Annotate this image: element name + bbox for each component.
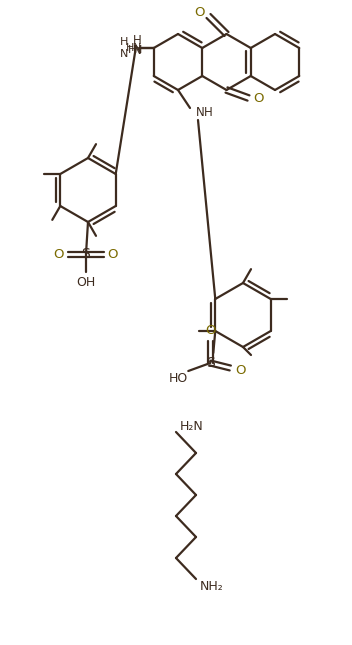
Text: H₂N: H₂N xyxy=(180,419,204,433)
Text: N: N xyxy=(132,43,141,57)
Text: H: H xyxy=(127,45,136,55)
Text: H
N: H N xyxy=(119,37,128,59)
Text: HO: HO xyxy=(169,372,188,384)
Text: N: N xyxy=(133,45,142,55)
Text: S: S xyxy=(82,247,90,261)
Text: H: H xyxy=(132,34,141,46)
Text: N: N xyxy=(133,43,141,53)
Text: O: O xyxy=(205,324,215,337)
Text: NH₂: NH₂ xyxy=(200,580,224,593)
Text: O: O xyxy=(54,248,64,261)
Text: H: H xyxy=(203,106,212,119)
Text: S: S xyxy=(206,356,215,370)
Text: O: O xyxy=(194,6,205,19)
Text: OH: OH xyxy=(76,275,96,288)
Text: O: O xyxy=(235,364,246,377)
Text: O: O xyxy=(253,92,264,104)
Text: H: H xyxy=(126,43,134,53)
Text: O: O xyxy=(108,248,118,261)
Text: N: N xyxy=(196,106,205,119)
